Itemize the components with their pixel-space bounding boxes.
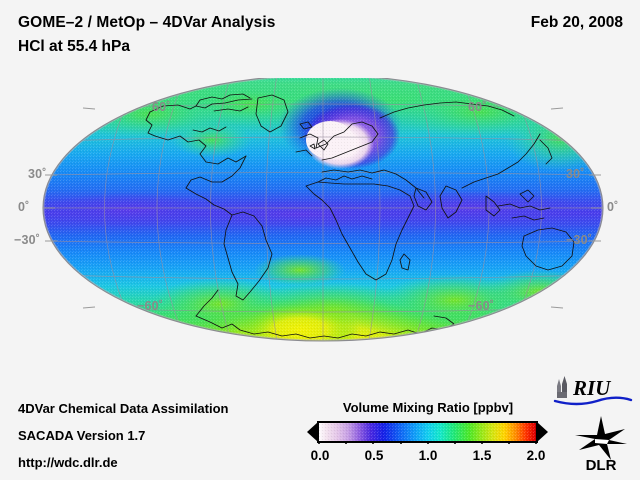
riu-wordmark: RIU [572, 376, 612, 400]
world-map-mollweide [42, 78, 604, 342]
colorbar [305, 420, 550, 444]
colorbar-tick-2: 1.0 [418, 448, 438, 463]
riu-logo: RIU [553, 376, 633, 406]
colorbar-ticks [318, 442, 537, 444]
dlr-bird-icon [575, 416, 627, 460]
colorbar-svg [307, 421, 548, 444]
colorbar-tick-0: 0.0 [310, 448, 330, 463]
colorbar-tick-1: 0.5 [364, 448, 384, 463]
colorbar-extend-high [537, 422, 548, 442]
header-title-line1: GOME–2 / MetOp – 4DVar Analysis [18, 14, 276, 31]
lat-label-right-minus30: −30˚ [566, 233, 593, 247]
colorbar-tick-3: 1.5 [472, 448, 492, 463]
colorbar-title: Volume Mixing Ratio [ppbv] [342, 400, 514, 415]
footer-line-description: 4DVar Chemical Data Assimilation [18, 401, 229, 416]
dlr-logo: DLR [575, 416, 627, 472]
colorbar-tick-4: 2.0 [526, 448, 546, 463]
header-date: Feb 20, 2008 [530, 14, 623, 31]
colorbar-extend-low [307, 422, 318, 442]
riu-swoosh-icon [553, 396, 633, 406]
colorbar-tick-labels: 0.0 0.5 1.0 1.5 2.0 [305, 448, 550, 466]
lat-label-right-60: 60˚ [468, 100, 487, 114]
lat-label-left-60: 60˚ [152, 100, 171, 114]
lat-label-left-0: 0˚ [18, 200, 30, 214]
footer-line-version: SACADA Version 1.7 [18, 428, 146, 443]
dlr-wordmark: DLR [586, 457, 617, 472]
lat-label-right-30: 30˚ [566, 167, 585, 181]
riu-spires-icon [557, 376, 567, 398]
header-title-subtitle: HCl at 55.4 hPa [18, 38, 130, 55]
lat-label-right-minus60: −60˚ [468, 299, 495, 313]
lat-label-left-30: 30˚ [28, 167, 47, 181]
map-panel: 60˚ 30˚ 0˚ −30˚ −60˚ 60˚ 30˚ 0˚ −30˚ −60… [0, 78, 640, 378]
map-data-layer [43, 78, 603, 341]
latitude-ticks [43, 107, 603, 309]
lat-label-left-minus30: −30˚ [14, 233, 41, 247]
lat-label-left-minus60: −60˚ [137, 299, 164, 313]
lat-label-right-0: 0˚ [607, 200, 619, 214]
graticule [43, 78, 603, 341]
footer-line-url[interactable]: http://wdc.dlr.de [18, 455, 118, 470]
